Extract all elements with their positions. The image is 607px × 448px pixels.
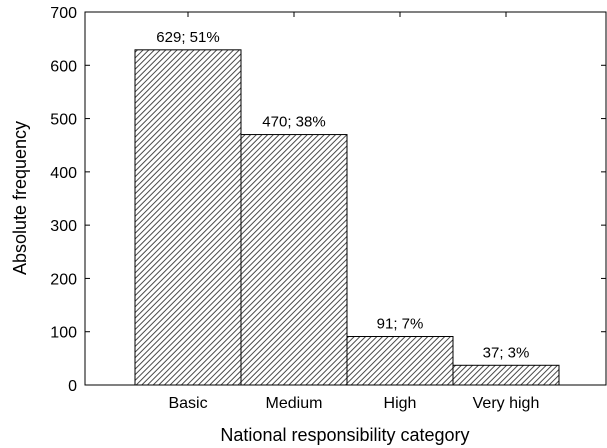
y-axis: 0 100 200 300 400 500 600 700 [50,5,606,395]
bar-basic [134,49,242,386]
bar-very-high [452,364,560,386]
data-label-medium: 470; 38% [262,114,325,131]
data-labels-group: 629; 51% 470; 38% 91; 7% 37; 3% [156,29,529,361]
bar-medium [240,134,348,386]
x-tick-label-very-high: Very high [473,395,540,412]
y-tick-label-400: 400 [50,165,77,182]
data-label-very-high: 37; 3% [483,344,530,361]
data-label-basic: 629; 51% [156,29,219,46]
x-tick-label-basic: Basic [168,395,207,412]
x-tick-label-medium: Medium [266,395,323,412]
data-label-high: 91; 7% [377,316,424,333]
y-tick-label-0: 0 [68,378,77,395]
bar-high [346,336,454,386]
bars-group [134,49,560,386]
x-axis-title: National responsibility category [220,425,469,445]
plot-frame [84,11,607,386]
y-tick-label-500: 500 [50,112,77,129]
y-tick-label-600: 600 [50,58,77,75]
x-axis: Basic Medium High Very high [168,12,539,412]
x-tick-label-high: High [384,395,417,412]
y-tick-label-200: 200 [50,271,77,288]
y-axis-title: Absolute frequency [10,121,30,275]
y-tick-label-300: 300 [50,218,77,235]
y-tick-label-700: 700 [50,5,77,22]
y-tick-label-100: 100 [50,325,77,342]
